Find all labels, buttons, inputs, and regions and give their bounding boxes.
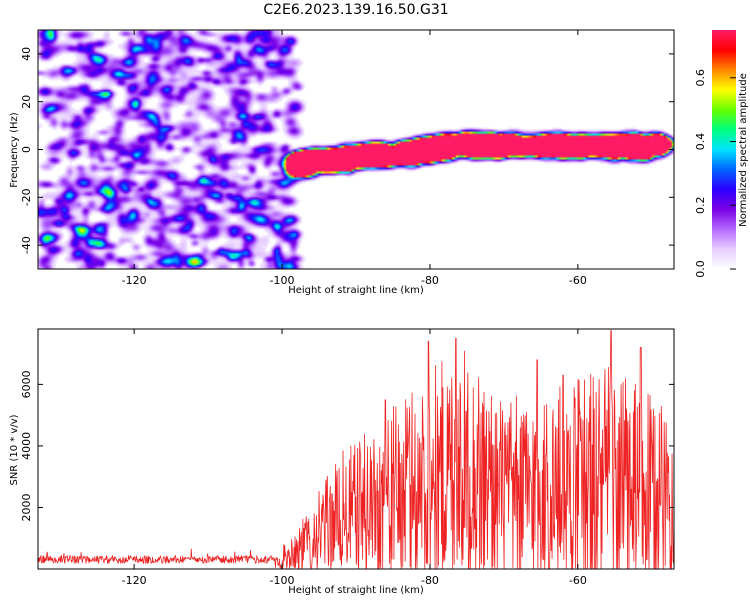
snr-y-label: SNR (10 * v/v) — [9, 414, 20, 485]
snr-x-label: Height of straight line (km) — [288, 585, 424, 596]
snr-y-tick-label: 2000 — [20, 493, 33, 521]
colorbar-ticks: 0.0 0.2 0.4 0.6 — [694, 69, 736, 278]
spectrogram-x-ticks: -120 -100 -80 -60 — [122, 30, 587, 287]
spectrogram-y-tick-label: -20 — [20, 188, 33, 206]
snr-y-ticks: 2000 4000 6000 — [20, 370, 674, 521]
spectrogram-y-ticks: -40 -20 0 20 40 — [20, 47, 674, 254]
snr-x-tick-label: -80 — [421, 574, 439, 587]
spectrogram-x-tick-label: -120 — [122, 274, 147, 287]
spectrogram-x-tick-label: -60 — [569, 274, 587, 287]
snr-x-ticks: -120 -100 -80 -60 — [122, 329, 587, 587]
colorbar-tick-label: 0.0 — [694, 260, 707, 278]
colorbar-gradient — [712, 30, 736, 269]
spectrogram-y-tick-label: 0 — [20, 146, 33, 153]
snr-x-tick-label: -60 — [569, 574, 587, 587]
spectrogram-x-label: Height of straight line (km) — [288, 285, 424, 296]
snr-series-line — [38, 330, 674, 569]
spectrogram-y-label: Frequency (Hz) — [9, 112, 20, 188]
snr-panel: -120 -100 -80 -60 2000 4000 6000 Height of st… — [9, 328, 675, 596]
spectrogram-x-tick-label: -100 — [270, 274, 295, 287]
snr-frame — [37, 328, 675, 570]
colorbar-label: Normalized spectral amplitude — [738, 73, 749, 227]
snr-y-tick-label: 6000 — [20, 370, 33, 398]
spectrogram-image — [38, 30, 674, 269]
snr-x-tick-label: -100 — [270, 574, 295, 587]
spectrogram-y-tick-label: -40 — [20, 236, 33, 254]
colorbar-tick-label: 0.2 — [694, 197, 707, 215]
colorbar-tick-label: 0.4 — [694, 133, 707, 151]
spectrogram-y-tick-label: 40 — [20, 47, 33, 61]
spectrogram-x-tick-label: -80 — [421, 274, 439, 287]
spectrogram-panel: -120 -100 -80 -60 -40 -20 0 20 40 Height of str… — [9, 29, 675, 296]
snr-x-tick-label: -120 — [122, 574, 147, 587]
spectrogram-y-tick-label: 20 — [20, 95, 33, 109]
snr-y-tick-label: 4000 — [20, 432, 33, 460]
figure-title: C2E6.2023.139.16.50.G31 — [263, 2, 448, 18]
colorbar: 0.0 0.2 0.4 0.6 Normalized spectral amplitu… — [694, 30, 749, 278]
colorbar-tick-label: 0.6 — [694, 69, 707, 87]
